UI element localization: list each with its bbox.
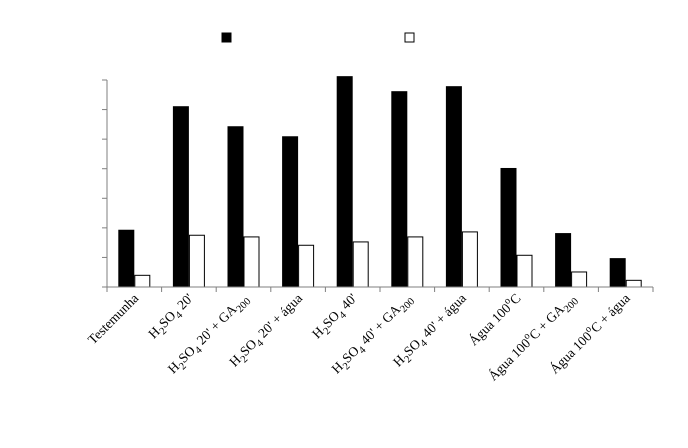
category-label-9: Água 100oC + GA200 — [484, 289, 581, 386]
bar-series2-cat3 — [243, 236, 260, 288]
bar-series2-cat1 — [134, 274, 151, 288]
legend — [221, 32, 415, 43]
category-label-2: H2SO4 20' — [145, 291, 199, 345]
bar-series1-cat6 — [391, 91, 408, 288]
bar-series2-cat10 — [625, 279, 642, 288]
legend-swatch-2 — [404, 32, 415, 43]
bar-series2-cat2 — [188, 234, 205, 288]
bar-series2-cat4 — [298, 244, 315, 288]
bar-series1-cat5 — [336, 76, 353, 288]
bar-series1-cat8 — [500, 167, 517, 288]
bar-series2-cat6 — [407, 236, 424, 288]
bar-series2-cat5 — [352, 241, 369, 288]
category-label-5: H2SO4 40' — [309, 291, 363, 345]
bar-series1-cat10 — [609, 258, 626, 288]
bar-series2-cat8 — [516, 254, 533, 288]
category-label-8: Água 100oC — [464, 289, 523, 348]
bar-series1-cat9 — [555, 233, 572, 288]
bar-series1-cat1 — [118, 229, 135, 288]
legend-swatch-1 — [221, 32, 232, 43]
bars — [118, 76, 642, 288]
bar-series1-cat4 — [282, 136, 299, 288]
axes — [102, 79, 654, 292]
category-label-1: Testemunha — [85, 291, 142, 348]
bar-series2-cat7 — [461, 231, 478, 288]
bar-series2-cat9 — [571, 271, 588, 288]
bar-series1-cat3 — [227, 126, 244, 288]
category-label-10: Água 100oC + água — [545, 289, 632, 376]
category-labels: Testemunha H2SO4 20'H2SO4 20' + GA200H2SO… — [85, 289, 633, 386]
bar-series1-cat2 — [172, 106, 189, 288]
bar-series1-cat7 — [445, 86, 462, 288]
